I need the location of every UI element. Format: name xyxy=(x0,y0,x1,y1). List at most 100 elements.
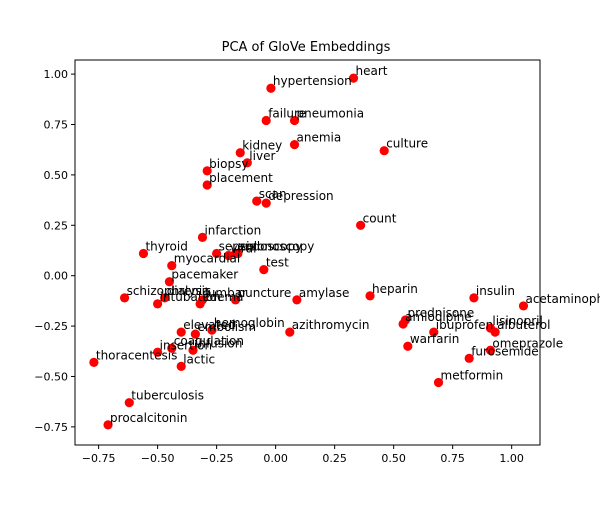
data-point-label: amlodipine xyxy=(405,310,472,324)
data-point-label: schizophrenia xyxy=(127,284,210,298)
data-point xyxy=(190,329,200,339)
y-tick-label: 0.25 xyxy=(44,219,69,232)
data-point-label: elevated xyxy=(183,318,235,332)
data-point xyxy=(289,140,300,150)
x-tick-label: 0.75 xyxy=(440,452,465,465)
data-point-label: biopsy xyxy=(209,157,248,171)
data-point-label: heart xyxy=(356,64,388,78)
data-point-label: myocardial xyxy=(174,252,240,266)
data-point-label: insertion xyxy=(160,338,213,352)
data-point-label: edema xyxy=(202,290,243,304)
data-point xyxy=(365,291,375,301)
data-point-label: thyroid xyxy=(145,240,187,254)
data-point-label: ibuprofen xyxy=(436,318,493,332)
data-point-label: insulin xyxy=(476,284,515,298)
data-point-label: thoracentesis xyxy=(96,348,177,362)
y-tick-label: −0.75 xyxy=(34,421,68,434)
data-point xyxy=(176,327,186,337)
x-tick-label: −0.25 xyxy=(200,452,234,465)
data-point xyxy=(485,345,496,355)
data-point xyxy=(261,198,271,208)
data-point-label: albuterol xyxy=(497,318,550,332)
data-point-label: lisinopril xyxy=(492,314,542,328)
data-point xyxy=(464,353,474,363)
x-tick-label: 0.00 xyxy=(263,452,288,465)
data-point-label: intubation xyxy=(160,290,221,304)
data-point-label: tuberculosis xyxy=(131,389,204,403)
data-point xyxy=(348,73,359,83)
data-point-label: placement xyxy=(209,171,273,185)
data-point xyxy=(379,146,389,156)
data-point-label: endoscopy xyxy=(238,240,303,254)
data-point xyxy=(138,248,149,259)
data-point-label: pneumonia xyxy=(297,106,365,120)
y-tick-label: 0.00 xyxy=(44,270,69,283)
data-point-label: failure xyxy=(268,106,306,120)
y-axis: −0.75 −0.50 −0.25 0.00 0.25 0.50 0.75 1.00 xyxy=(34,68,75,434)
data-point-label: embolism xyxy=(197,320,256,334)
data-point-label: heparin xyxy=(372,282,418,296)
data-point-label: hemoglobin xyxy=(214,316,285,330)
y-tick-label: 0.75 xyxy=(44,119,69,132)
data-point-label: culture xyxy=(386,137,428,151)
data-point-label: infarction xyxy=(204,223,261,237)
data-point-label: sepsis xyxy=(219,240,256,254)
y-tick-label: 1.00 xyxy=(44,68,69,81)
data-point-label: lumbar xyxy=(204,286,247,300)
data-point xyxy=(261,115,271,126)
data-point xyxy=(119,293,130,303)
data-point-label: metformin xyxy=(441,369,504,383)
data-point-label: infusion xyxy=(195,336,242,350)
data-point xyxy=(433,377,444,388)
x-tick-label: 0.25 xyxy=(322,452,347,465)
data-point xyxy=(230,248,241,259)
data-point-label: viral xyxy=(230,242,256,256)
data-point xyxy=(212,248,222,259)
data-point xyxy=(429,327,439,337)
data-point-label: prednisone xyxy=(407,306,474,320)
data-point xyxy=(230,295,241,305)
data-point xyxy=(124,398,134,408)
data-point-label: test xyxy=(266,256,289,270)
data-point xyxy=(89,357,99,367)
data-point xyxy=(490,327,500,337)
x-tick-label: −0.50 xyxy=(141,452,175,465)
data-point xyxy=(188,345,198,355)
data-point-label: kidney xyxy=(242,139,282,153)
data-point-label: warfarin xyxy=(410,332,460,346)
data-point-label: scan xyxy=(259,187,287,201)
data-point-label: dialysis xyxy=(167,284,212,298)
data-point xyxy=(167,261,177,271)
data-point xyxy=(242,158,252,168)
data-point-label: hypertension xyxy=(273,74,352,88)
x-tick-label: −0.75 xyxy=(82,452,116,465)
data-point-label: procalcitonin xyxy=(110,411,187,425)
data-point xyxy=(202,180,212,190)
data-point xyxy=(289,115,300,126)
data-point xyxy=(223,250,234,261)
data-point-label: coagulation xyxy=(174,334,244,348)
data-point-label: omeprazole xyxy=(492,336,563,350)
data-point-label: anemia xyxy=(297,131,342,145)
data-point xyxy=(292,295,302,305)
plot-frame xyxy=(74,59,541,446)
data-point-label: depression xyxy=(268,189,333,203)
data-point xyxy=(266,83,276,93)
data-point xyxy=(197,232,208,242)
data-point-label: furosemide xyxy=(471,344,539,358)
data-point xyxy=(469,293,479,303)
data-point xyxy=(202,166,212,176)
x-axis: −0.75 −0.50 −0.25 0.00 0.25 0.50 0.75 1.00 xyxy=(82,445,524,465)
data-point-label: pacemaker xyxy=(171,268,238,282)
data-point xyxy=(398,319,408,329)
data-point-label: count xyxy=(363,211,397,225)
data-point xyxy=(285,327,295,337)
data-point xyxy=(103,420,113,430)
data-point xyxy=(259,265,269,275)
y-tick-label: −0.25 xyxy=(34,320,68,333)
data-point xyxy=(197,295,208,305)
data-point xyxy=(518,301,529,311)
